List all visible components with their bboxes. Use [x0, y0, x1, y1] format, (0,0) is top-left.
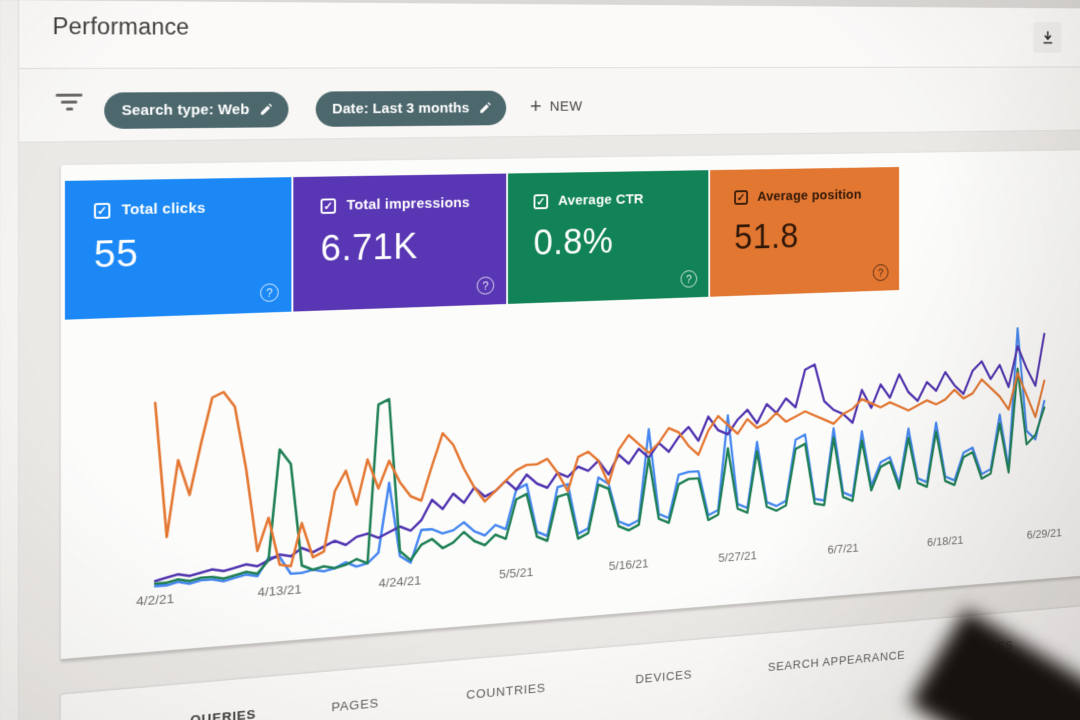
- series-line-impressions: [155, 334, 1044, 581]
- plus-icon: +: [529, 94, 542, 118]
- tab-queries[interactable]: QUERIES: [190, 706, 257, 720]
- average-position-card[interactable]: ✓ Average position 51.8 ?: [710, 166, 900, 297]
- checkbox-checked-icon[interactable]: ✓: [533, 193, 549, 209]
- help-icon[interactable]: ?: [476, 276, 495, 295]
- series-line-clicks: [155, 327, 1044, 586]
- help-icon[interactable]: ?: [872, 263, 889, 282]
- card-label: Total clicks: [121, 199, 206, 219]
- window-edge: [0, 0, 19, 720]
- x-axis-tick: 6/18/21: [927, 533, 964, 549]
- checkbox-checked-icon[interactable]: ✓: [93, 202, 111, 219]
- card-value: 6.71K: [320, 226, 418, 270]
- page-title: Performance: [52, 13, 190, 40]
- x-axis-tick: 5/5/21: [499, 564, 534, 582]
- card-value: 51.8: [734, 217, 799, 258]
- series-line-position: [155, 354, 1044, 576]
- tab-search-appearance[interactable]: SEARCH APPEARANCE: [767, 648, 906, 674]
- checkbox-checked-icon[interactable]: ✓: [320, 197, 336, 214]
- checkbox-checked-icon[interactable]: ✓: [734, 189, 748, 205]
- tab-devices[interactable]: DEVICES: [635, 667, 693, 687]
- card-label: Total impressions: [346, 194, 470, 214]
- help-icon[interactable]: ?: [680, 270, 698, 288]
- date-range-chip-label: Date: Last 3 months: [332, 100, 470, 118]
- card-label: Average CTR: [558, 191, 644, 209]
- average-ctr-card[interactable]: ✓ Average CTR 0.8% ?: [507, 170, 709, 304]
- metric-cards-row: ✓ Total clicks 55 ? ✓ Total impressions …: [64, 166, 900, 320]
- search-type-chip-label: Search type: Web: [121, 101, 250, 119]
- search-type-chip[interactable]: Search type: Web: [104, 91, 289, 129]
- tab-countries[interactable]: COUNTRIES: [466, 680, 546, 702]
- edit-pencil-icon: [261, 103, 273, 115]
- new-filter-label: NEW: [549, 98, 583, 115]
- edit-pencil-icon: [480, 102, 491, 113]
- filter-icon[interactable]: [55, 93, 84, 116]
- total-impressions-card[interactable]: ✓ Total impressions 6.71K ?: [293, 173, 507, 312]
- help-icon[interactable]: ?: [260, 283, 279, 303]
- tab-pages[interactable]: PAGES: [331, 695, 379, 715]
- card-label: Average position: [757, 187, 862, 205]
- date-range-chip[interactable]: Date: Last 3 months: [315, 90, 507, 127]
- new-filter-button[interactable]: + NEW: [529, 94, 583, 118]
- export-button[interactable]: [1033, 21, 1062, 53]
- total-clicks-card[interactable]: ✓ Total clicks 55 ?: [64, 177, 292, 320]
- card-value: 55: [93, 233, 139, 277]
- download-icon: [1041, 30, 1054, 45]
- header-bar: Performance: [0, 0, 1080, 69]
- card-value: 0.8%: [533, 222, 614, 264]
- x-axis-tick: 6/7/21: [827, 540, 859, 557]
- x-axis-tick: 6/29/21: [1026, 525, 1062, 542]
- x-axis-tick: 4/2/21: [136, 591, 175, 609]
